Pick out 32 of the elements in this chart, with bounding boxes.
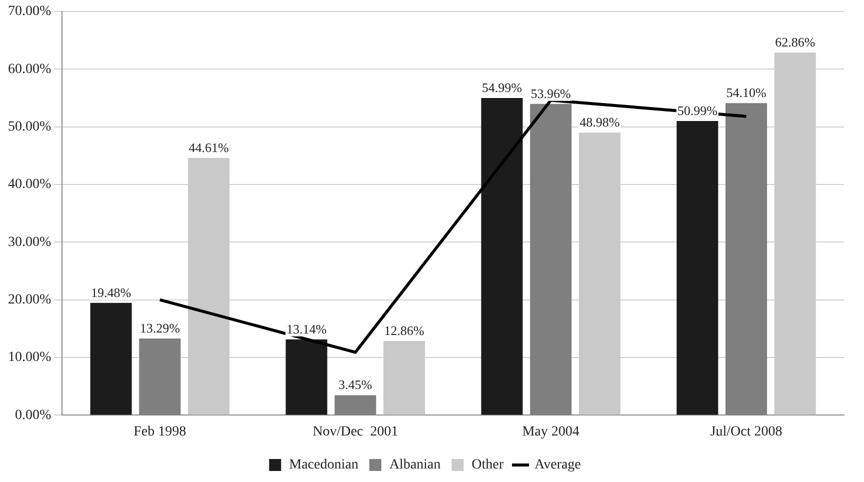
y-tick-label: 0.00% — [14, 408, 52, 423]
legend-label: Albanian — [389, 458, 441, 473]
y-tick-label: 10.00% — [8, 350, 52, 366]
data-label: 44.61% — [188, 140, 229, 155]
y-tick-label: 50.00% — [8, 119, 52, 134]
bar — [676, 121, 718, 415]
y-tick-label: 60.00% — [8, 62, 52, 77]
bar — [90, 302, 132, 415]
data-label: 62.86% — [775, 34, 816, 50]
data-label: 13.14% — [286, 321, 327, 336]
data-label: 19.48% — [90, 284, 132, 300]
x-tick-label: May 2004 — [522, 424, 580, 440]
data-label: 12.86% — [384, 322, 424, 338]
data-label: 54.10% — [726, 85, 766, 100]
data-label: 54.99% — [482, 80, 522, 95]
data-label: 50.99% — [677, 102, 718, 118]
y-tick-label: 70.00% — [8, 4, 52, 20]
data-label: 53.96% — [530, 86, 572, 101]
data-label: 48.98% — [580, 114, 620, 130]
x-tick-label: Nov/Dec 2001 — [312, 424, 398, 440]
x-tick-label: Jul/Oct 2008 — [710, 424, 782, 440]
legend-label: Other — [472, 458, 504, 473]
x-tick-label: Feb 1998 — [134, 424, 186, 440]
bar — [286, 339, 328, 415]
data-label: 13.29% — [140, 320, 180, 336]
legend-label: Average — [534, 458, 581, 473]
bar — [481, 98, 523, 415]
data-label: 3.45% — [338, 377, 372, 392]
y-tick-label: 20.00% — [8, 292, 52, 308]
y-tick-label: 40.00% — [8, 177, 52, 192]
legend-label: Macedonian — [289, 458, 358, 473]
y-tick-label: 30.00% — [8, 234, 52, 250]
